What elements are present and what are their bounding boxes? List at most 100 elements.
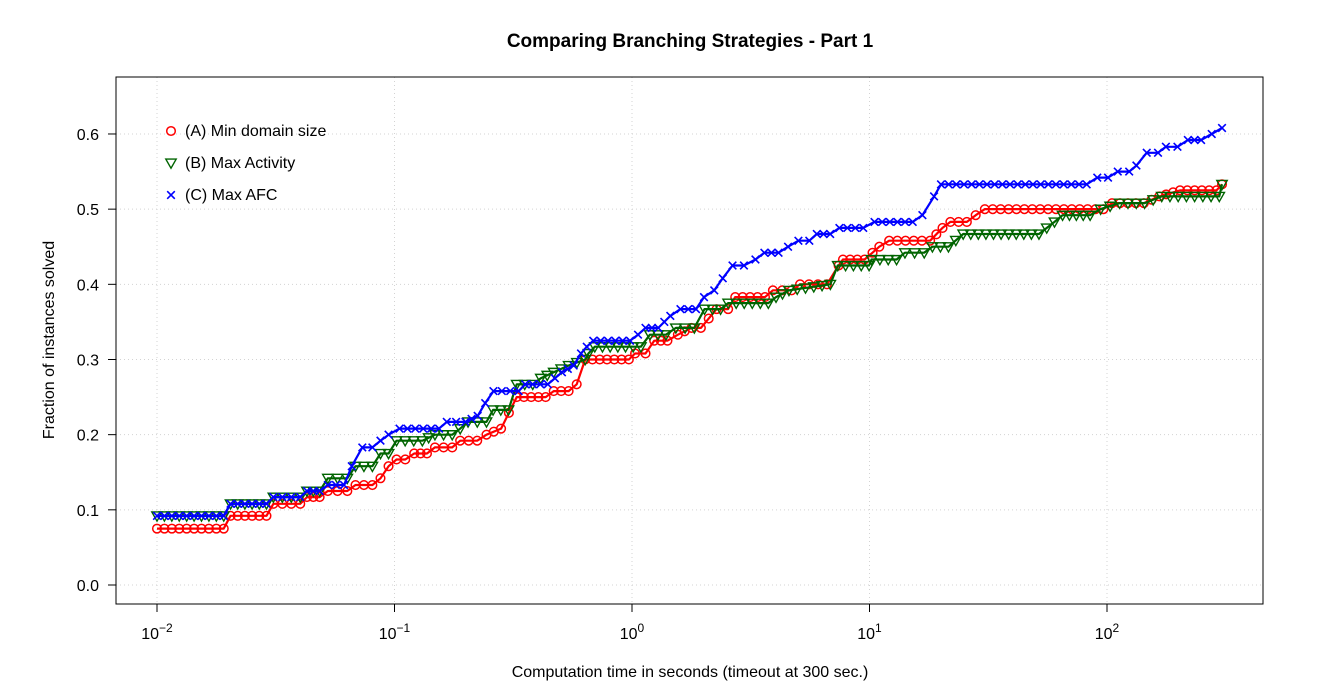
series-0-point <box>232 510 243 521</box>
series-1-point <box>374 448 387 461</box>
series-2-point <box>739 261 749 270</box>
series-1-point <box>934 242 947 254</box>
series-1-point <box>1024 229 1038 241</box>
series-2-point <box>1059 179 1069 189</box>
series-0-point <box>1174 185 1186 196</box>
series-2-point <box>804 236 814 246</box>
series-2-point <box>918 210 927 220</box>
series-2-point <box>268 492 278 502</box>
series-1-point <box>1002 229 1016 241</box>
series-0-point <box>421 448 433 459</box>
series-1-point <box>854 260 868 273</box>
series-2-point <box>1074 179 1084 189</box>
series-2-point <box>967 179 977 189</box>
series-2-point <box>535 379 545 389</box>
x-tick-label-3: 101 <box>857 621 882 643</box>
series-2-point <box>473 411 483 421</box>
series-0-point <box>867 247 878 258</box>
series-2-point <box>182 511 192 521</box>
y-tick-label-3: 0.3 <box>77 352 99 369</box>
series-1-point <box>1155 191 1169 203</box>
series-1-point <box>831 260 845 273</box>
series-2-point <box>908 217 918 227</box>
series-0-point <box>415 448 426 459</box>
series-1-point <box>761 298 775 310</box>
series-2-point <box>1217 123 1227 133</box>
series-0-point <box>609 354 620 365</box>
y-tick-label-1: 0.1 <box>77 503 99 520</box>
series-1-point <box>908 248 921 260</box>
series-1-point <box>1063 210 1076 222</box>
series-2-point <box>426 424 436 434</box>
series-2-point <box>368 443 377 452</box>
series-0-point <box>931 229 942 240</box>
series-1-point <box>917 248 931 260</box>
series-0-point <box>181 523 192 534</box>
series-2-point <box>323 480 333 490</box>
series-2-point <box>395 424 404 434</box>
series-1-point <box>365 461 379 473</box>
series-0-point <box>745 292 756 303</box>
series-2-point <box>451 417 461 427</box>
series-1-point <box>847 260 860 273</box>
series-0-point <box>518 392 529 403</box>
series-2-point <box>302 486 312 496</box>
series-1-point <box>547 367 561 379</box>
series-2-point <box>1043 179 1053 189</box>
series-1-point <box>357 461 371 473</box>
series-1-point <box>1094 204 1108 216</box>
series-2-point <box>842 223 852 233</box>
series-1-point <box>865 254 878 267</box>
series-1-point <box>1146 195 1160 207</box>
series-1-point <box>415 436 429 448</box>
series-2-point <box>709 285 719 295</box>
series-0-point <box>640 348 651 359</box>
series-2-point <box>1142 148 1152 158</box>
series-1-point <box>1076 210 1090 222</box>
series-2-point <box>783 242 793 252</box>
series-1-point <box>1113 198 1127 210</box>
series-2-point <box>858 223 868 233</box>
series-2-point <box>211 511 221 521</box>
series-2-point <box>1092 173 1102 182</box>
series-1-point <box>807 282 821 294</box>
series-2-point <box>204 511 214 521</box>
series-2-point <box>1161 142 1171 152</box>
series-2-point <box>295 492 305 502</box>
series-2-point <box>569 361 579 370</box>
series-0-point <box>409 448 420 459</box>
series-0-point <box>261 510 272 521</box>
series-2-point <box>174 511 184 521</box>
series-0-point <box>174 523 185 534</box>
series-0-point <box>314 492 325 503</box>
series-2-point <box>308 486 318 496</box>
series-2-point <box>1082 179 1092 189</box>
legend-marker-0 <box>165 125 177 137</box>
series-2-point <box>152 511 162 521</box>
series-1-point <box>898 248 912 260</box>
series-0-point <box>1204 185 1215 196</box>
y-tick-label-4: 0.4 <box>77 277 99 294</box>
series-2-point <box>812 229 822 239</box>
series-1-point <box>651 330 665 342</box>
series-1-point <box>428 430 442 442</box>
series-2-point <box>900 217 910 227</box>
series-1-point <box>799 283 812 295</box>
series-2-point <box>1132 161 1141 170</box>
series-0-point <box>367 479 378 491</box>
series-0-point <box>254 510 265 521</box>
series-0-point <box>526 392 537 403</box>
series-0-point <box>375 473 386 484</box>
series-0-point <box>447 442 458 453</box>
series-2-point <box>760 248 769 258</box>
series-1 <box>150 179 1229 523</box>
x-axis: 10−2 10−1 100 101 102 <box>141 604 1120 643</box>
series-2-point <box>160 511 169 521</box>
series-0-point <box>961 216 972 227</box>
series-0-point <box>383 461 394 472</box>
series-2-point <box>893 217 902 227</box>
series-2-point <box>676 304 685 314</box>
series-0-point <box>616 354 627 365</box>
series-2-point <box>339 480 349 490</box>
